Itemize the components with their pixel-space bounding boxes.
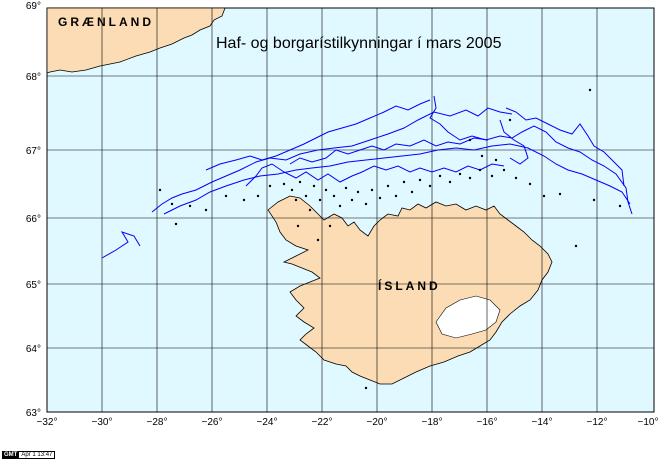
- graticule: [47, 8, 654, 412]
- lon-tick: −20°: [367, 417, 388, 428]
- lon-tick: −26°: [202, 417, 223, 428]
- ice-observation-lines: [101, 95, 633, 259]
- iceland-label: ÍSLAND: [378, 278, 441, 293]
- lon-tick: −32°: [37, 417, 58, 428]
- lon-tick: −12°: [587, 417, 608, 428]
- lat-tick: 68°: [26, 72, 41, 83]
- gmt-logo: GMT: [2, 451, 20, 459]
- lon-tick: −24°: [257, 417, 278, 428]
- lat-tick: 67°: [26, 146, 41, 157]
- iceberg-reports: [158, 88, 622, 390]
- gmt-timestamp: Apr 1 13:47: [19, 451, 56, 459]
- lat-tick: 66°: [26, 214, 41, 225]
- lon-tick: −28°: [147, 417, 168, 428]
- latitude-tick-labels: 63° 64° 65° 66° 67° 68° 69°: [26, 1, 41, 419]
- lat-tick: 64°: [26, 344, 41, 355]
- map-title: Haf- og borgarístilkynningar í mars 2005: [216, 35, 502, 52]
- lat-tick: 65°: [26, 280, 41, 291]
- lon-tick: −16°: [477, 417, 498, 428]
- greenland-landmass: [46, 7, 226, 74]
- lon-tick: −30°: [92, 417, 113, 428]
- lon-tick: −14°: [532, 417, 553, 428]
- iceland-landmass: [267, 195, 553, 385]
- lat-tick: 69°: [26, 1, 41, 12]
- vatnajokull-glacier: [435, 295, 501, 339]
- gmt-stamp: GMT Apr 1 13:47: [2, 451, 56, 459]
- greenland-label: GRÆNLAND: [58, 15, 154, 29]
- lat-tick: 63°: [26, 408, 41, 419]
- lon-tick: −22°: [312, 417, 333, 428]
- lon-tick: −10°: [638, 417, 659, 428]
- longitude-tick-labels: −32° −30° −28° −26° −24° −22° −20° −18° …: [37, 417, 659, 428]
- lon-tick: −18°: [422, 417, 443, 428]
